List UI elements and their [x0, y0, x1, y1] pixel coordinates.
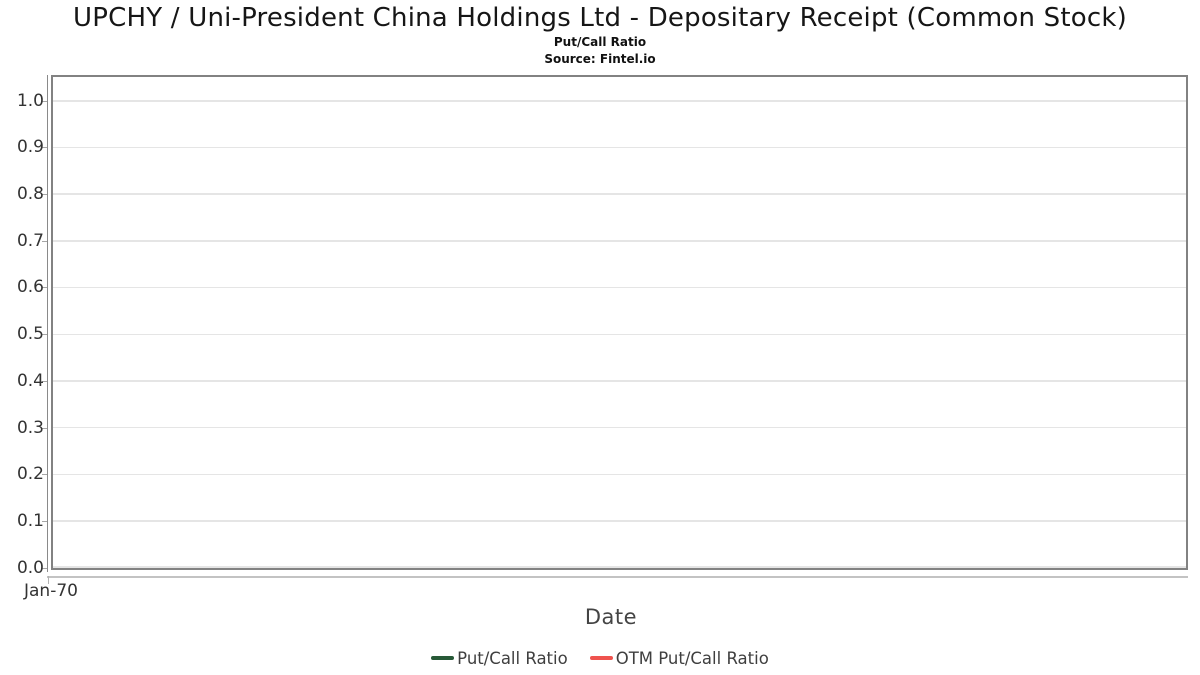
y-axis-label: 0.9 [16, 137, 44, 157]
h-gridline [53, 286, 1186, 289]
y-axis-tick [42, 521, 47, 522]
line-marker-icon [431, 656, 455, 660]
y-axis-label: 1.0 [16, 91, 44, 111]
y-axis-tick [42, 147, 47, 148]
x-axis-tick-label: Jan-70 [24, 581, 78, 601]
y-axis-tick [42, 241, 47, 242]
y-axis-label: 0.1 [16, 511, 44, 531]
y-axis-tick [42, 287, 47, 288]
y-axis-label: 0.2 [16, 464, 44, 484]
y-axis-tick [42, 568, 47, 569]
line-marker-icon [589, 656, 613, 660]
y-axis-label: 0.4 [16, 371, 44, 391]
chart-source: Source: Fintel.io [544, 52, 656, 66]
y-axis-label: 0.5 [16, 324, 44, 344]
y-axis-line [47, 75, 48, 572]
h-gridline [53, 566, 1186, 568]
y-axis-tick [42, 474, 47, 475]
legend-label: Put/Call Ratio [457, 648, 568, 668]
h-gridline [53, 100, 1186, 102]
x-axis-title: Date [584, 605, 638, 629]
legend-item-put-call-ratio[interactable]: Put/Call Ratio [431, 649, 568, 668]
y-axis-tick [42, 381, 47, 382]
h-gridline [53, 333, 1186, 335]
legend: Put/Call Ratio OTM Put/Call Ratio [0, 645, 1200, 671]
h-gridline [53, 426, 1186, 429]
y-axis-label: 0.3 [16, 418, 44, 438]
h-gridline [53, 240, 1186, 242]
y-axis-label: 0.6 [16, 277, 44, 297]
y-axis-tick [42, 428, 47, 429]
h-gridline [53, 520, 1186, 522]
y-axis-tick [42, 334, 47, 335]
y-axis-label: 0.7 [16, 231, 44, 251]
legend-label: OTM Put/Call Ratio [615, 648, 769, 668]
legend-item-otm-put-call-ratio[interactable]: OTM Put/Call Ratio [589, 648, 769, 668]
chart-subtitle: Put/Call Ratio [553, 35, 647, 49]
y-axis-label: 0.0 [16, 558, 44, 578]
x-axis-line [47, 576, 1188, 578]
y-axis-tick [42, 101, 47, 102]
h-gridline [53, 473, 1186, 476]
h-gridline [53, 146, 1186, 149]
y-axis-tick [42, 194, 47, 195]
h-gridline [53, 193, 1186, 195]
chart-title: UPCHY / Uni-President China Holdings Ltd… [73, 3, 1127, 33]
x-axis-tick [48, 576, 49, 584]
plot-area [51, 75, 1188, 570]
y-axis-label: 0.8 [16, 184, 44, 204]
h-gridline [53, 380, 1186, 382]
